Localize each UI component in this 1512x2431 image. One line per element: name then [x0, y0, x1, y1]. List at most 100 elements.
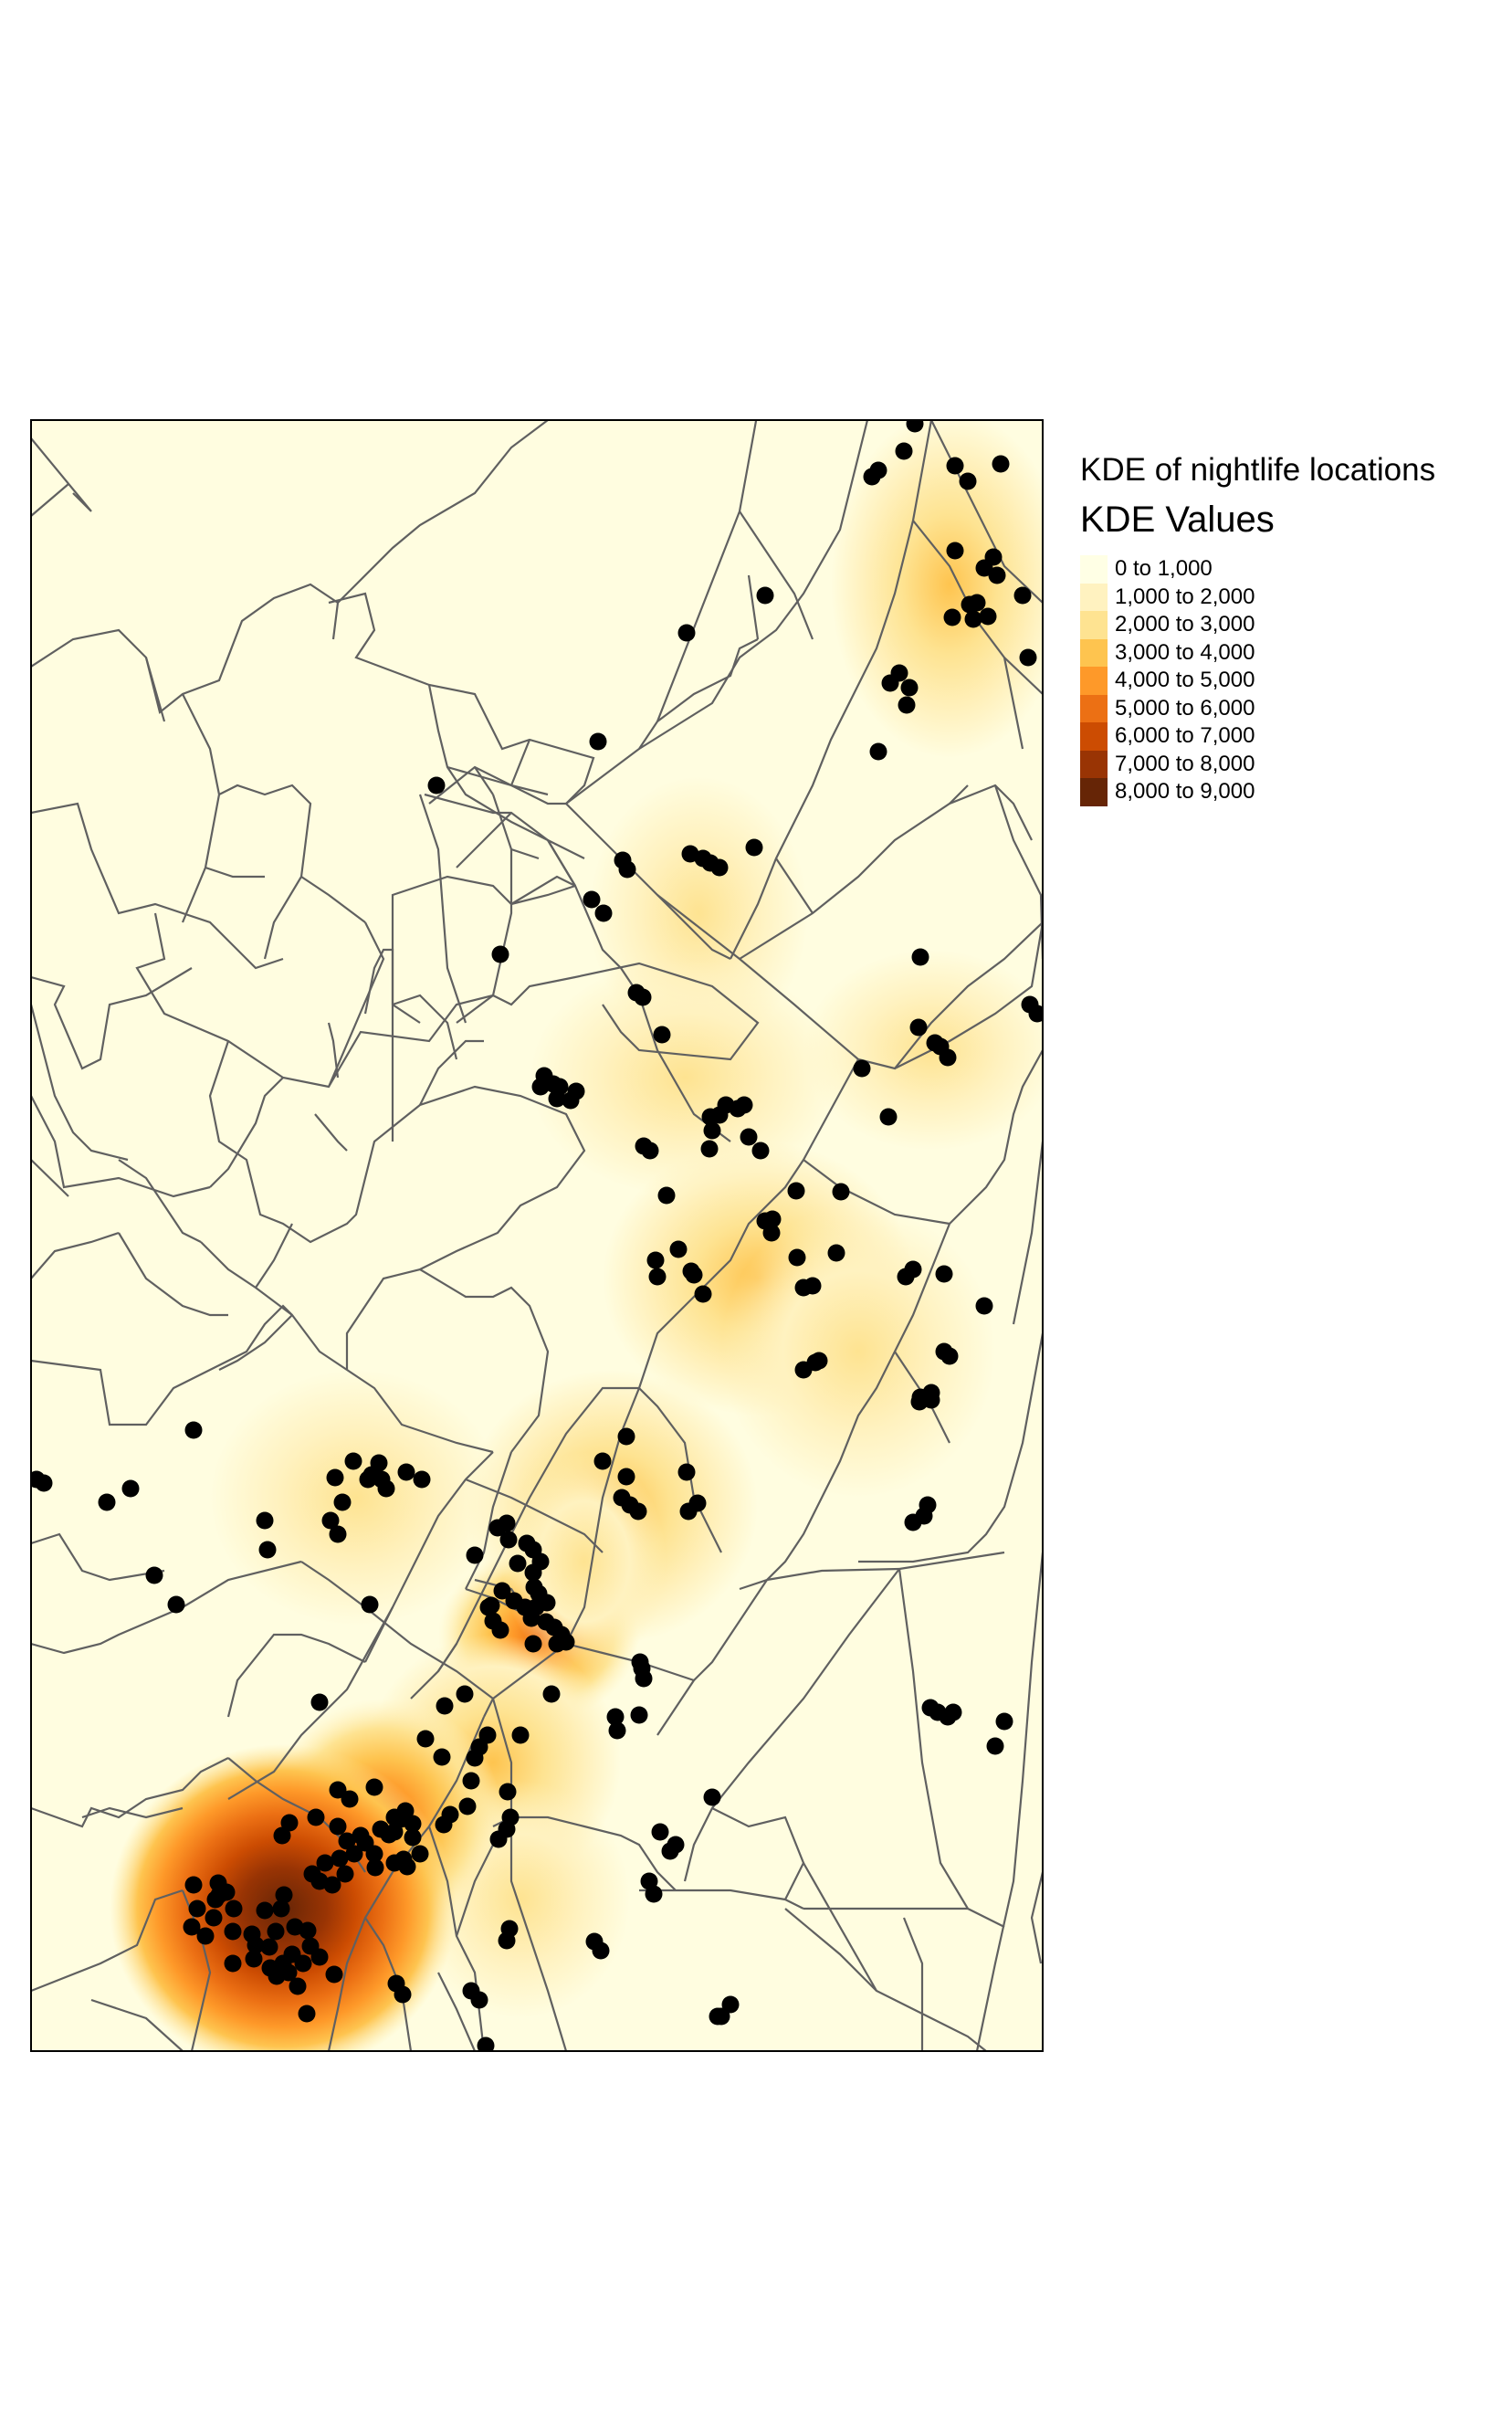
nightlife-point	[397, 1463, 415, 1481]
nightlife-point	[260, 1938, 278, 1956]
nightlife-point	[694, 1285, 712, 1303]
nightlife-point	[121, 1479, 140, 1498]
nightlife-point	[326, 1468, 344, 1487]
nightlife-point	[685, 1266, 703, 1284]
nightlife-point	[589, 732, 607, 751]
nightlife-point	[366, 1858, 384, 1877]
nightlife-point	[979, 607, 997, 626]
legend-label: 1,000 to 2,000	[1115, 584, 1255, 609]
nightlife-point	[853, 1059, 871, 1078]
nightlife-point	[679, 1502, 698, 1521]
nightlife-point	[756, 586, 774, 605]
nightlife-point	[458, 1797, 477, 1815]
nightlife-point	[361, 1595, 379, 1614]
nightlife-point	[289, 1977, 307, 1995]
map-frame	[30, 419, 1044, 2052]
nightlife-point	[498, 1931, 516, 1950]
nightlife-point	[217, 1883, 236, 1901]
nightlife-point	[832, 1183, 850, 1201]
nightlife-point	[946, 457, 964, 475]
nightlife-point	[629, 1502, 647, 1521]
nightlife-point	[594, 904, 613, 922]
nightlife-point	[911, 948, 929, 966]
nightlife-point	[669, 1240, 688, 1258]
nightlife-point	[329, 1525, 347, 1543]
legend-swatch	[1080, 583, 1108, 611]
legend-item: 3,000 to 4,000	[1080, 638, 1500, 667]
nightlife-point	[167, 1595, 185, 1614]
nightlife-point	[205, 1909, 223, 1927]
nightlife-point	[606, 1708, 625, 1726]
nightlife-point	[280, 1814, 299, 1832]
nightlife-point	[267, 1922, 285, 1941]
nightlife-point	[261, 1959, 279, 1977]
nightlife-point	[345, 1845, 363, 1863]
nightlife-point	[787, 1182, 805, 1200]
legend-swatch	[1080, 611, 1108, 639]
legend-item: 0 to 1,000	[1080, 555, 1500, 584]
nightlife-point	[712, 2007, 730, 2026]
nightlife-point	[398, 1857, 416, 1876]
nightlife-point	[321, 1511, 340, 1530]
nightlife-point	[310, 1948, 329, 1966]
legend-item: 2,000 to 3,000	[1080, 611, 1500, 639]
legend-item: 8,000 to 9,000	[1080, 778, 1500, 806]
nightlife-point	[341, 1790, 359, 1808]
nightlife-point	[275, 1886, 293, 1904]
nightlife-point	[411, 1845, 429, 1863]
legend-label: 3,000 to 4,000	[1115, 639, 1255, 665]
nightlife-point	[651, 1823, 669, 1841]
nightlife-point	[900, 679, 919, 697]
nightlife-point	[939, 1708, 957, 1726]
nightlife-point	[988, 566, 1006, 584]
nightlife-point	[298, 2005, 316, 2023]
nightlife-point	[224, 1954, 242, 1973]
nightlife-point	[721, 1995, 740, 2014]
nightlife-point	[557, 1633, 575, 1651]
legend-items: 0 to 1,000 1,000 to 2,000 2,000 to 3,000 3,…	[1080, 555, 1500, 806]
nightlife-point	[488, 1519, 507, 1537]
nightlife-point	[943, 608, 961, 626]
nightlife-point	[377, 1479, 395, 1498]
legend-item: 7,000 to 8,000	[1080, 750, 1500, 778]
legend-label: 0 to 1,000	[1115, 556, 1213, 582]
nightlife-point	[184, 1876, 203, 1894]
nightlife-point	[224, 1922, 242, 1941]
nightlife-point	[921, 1699, 940, 1717]
nightlife-point	[617, 1427, 635, 1446]
nightlife-point	[756, 1212, 774, 1230]
nightlife-point	[745, 838, 763, 857]
legend-label: 5,000 to 6,000	[1115, 695, 1255, 721]
nightlife-point	[435, 1815, 453, 1834]
nightlife-point	[827, 1244, 845, 1262]
nightlife-point	[477, 2036, 495, 2051]
nightlife-point	[323, 1876, 341, 1894]
legend-item: 1,000 to 2,000	[1080, 583, 1500, 611]
legend-swatch	[1080, 722, 1108, 751]
nightlife-point	[225, 1900, 243, 1918]
nightlife-point	[307, 1808, 325, 1826]
nightlife-point	[365, 1845, 383, 1863]
nightlife-point	[703, 1788, 721, 1806]
nightlife-point	[657, 1186, 676, 1205]
legend-swatch	[1080, 778, 1108, 806]
legend-swatch	[1080, 694, 1108, 722]
nightlife-point	[729, 1100, 747, 1118]
nightlife-point	[677, 624, 696, 642]
nightlife-point	[416, 1730, 435, 1748]
nightlife-points	[31, 420, 1043, 2051]
nightlife-point	[939, 1048, 957, 1067]
nightlife-point	[641, 1142, 659, 1160]
nightlife-point	[1019, 648, 1037, 667]
nightlife-point	[648, 1268, 667, 1286]
legend-swatch	[1080, 667, 1108, 695]
nightlife-point	[456, 1685, 474, 1703]
nightlife-point	[466, 1546, 484, 1564]
legend-label: 8,000 to 9,000	[1115, 779, 1255, 805]
nightlife-point	[338, 1832, 356, 1850]
nightlife-point	[634, 988, 652, 1006]
legend-title: KDE Values	[1080, 500, 1275, 540]
nightlife-point	[331, 1849, 349, 1868]
nightlife-point	[344, 1452, 362, 1470]
